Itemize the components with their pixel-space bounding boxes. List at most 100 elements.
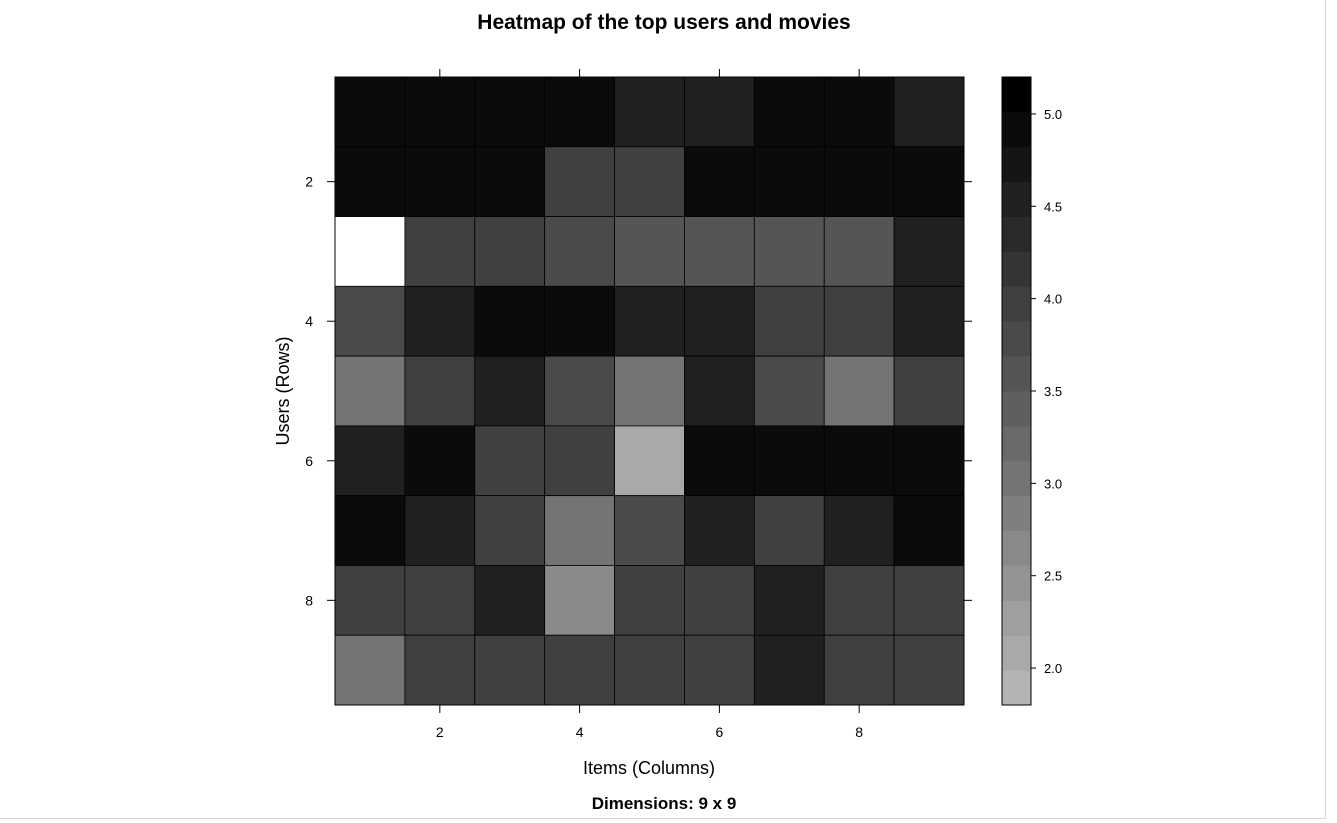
- heatmap-cell: [823, 495, 895, 566]
- heatmap-cell: [474, 285, 546, 357]
- y-tick-label: 4: [305, 313, 313, 329]
- y-tick-label: 6: [305, 453, 313, 469]
- heatmap-cell: [404, 285, 476, 357]
- heatmap-cell: [474, 565, 546, 636]
- heatmap-cell: [893, 216, 965, 287]
- heatmap-cell: [823, 216, 895, 287]
- colorbar-segment: [1002, 425, 1031, 462]
- heatmap-cell: [544, 495, 615, 566]
- x-tick-label: 4: [576, 724, 584, 740]
- heatmap-cell: [614, 565, 685, 636]
- heatmap-cell: [684, 425, 755, 497]
- chart-subtitle: Dimensions: 9 x 9: [592, 794, 737, 813]
- heatmap-cell: [474, 355, 546, 427]
- heatmap-cell: [753, 216, 825, 287]
- heatmap-cell: [334, 216, 406, 287]
- heatmap-cell: [334, 565, 406, 636]
- colorbar-segment: [1002, 181, 1031, 217]
- heatmap-cell: [893, 355, 965, 427]
- heatmap-cell: [684, 355, 755, 427]
- x-tick-label: 6: [715, 724, 723, 740]
- heatmap-cell: [404, 76, 476, 148]
- heatmap-cell: [753, 76, 825, 148]
- heatmap-cell: [334, 76, 406, 148]
- colorbar-segment: [1002, 286, 1031, 322]
- heatmap-cell: [404, 565, 476, 636]
- heatmap-cell: [404, 495, 476, 566]
- heatmap-cell: [404, 425, 476, 497]
- heatmap-cell: [474, 634, 546, 706]
- colorbar-segment: [1002, 495, 1031, 531]
- heatmap-cell: [334, 146, 406, 217]
- heatmap-cell: [544, 355, 615, 427]
- colorbar-tick-label: 3.5: [1044, 384, 1062, 399]
- heatmap-cell: [823, 425, 895, 497]
- heatmap-cell: [544, 634, 615, 706]
- colorbar-tick-label: 5.0: [1044, 107, 1062, 122]
- heatmap-cell: [893, 495, 965, 566]
- heatmap-cell: [474, 146, 546, 217]
- heatmap-cell: [684, 146, 755, 217]
- heatmap-cell: [544, 425, 615, 497]
- heatmap-cell: [614, 355, 685, 427]
- heatmap-cell: [893, 285, 965, 357]
- colorbar-segment: [1002, 460, 1031, 497]
- colorbar-segment: [1002, 635, 1031, 671]
- heatmap-cell: [753, 355, 825, 427]
- heatmap-cell: [614, 146, 685, 217]
- heatmap-cell: [404, 355, 476, 427]
- heatmap-cell: [474, 76, 546, 148]
- heatmap-cell: [753, 495, 825, 566]
- colorbar-segment: [1002, 77, 1031, 113]
- heatmap-cell: [684, 634, 755, 706]
- x-tick-label: 8: [855, 724, 863, 740]
- heatmap-cell: [684, 216, 755, 287]
- heatmap-cell: [404, 634, 476, 706]
- heatmap-cell: [474, 495, 546, 566]
- colorbar-segment: [1002, 216, 1031, 252]
- heatmap-cell: [893, 565, 965, 636]
- x-axis-label: Items (Columns): [583, 758, 715, 778]
- heatmap-cell: [893, 146, 965, 217]
- heatmap-cell: [544, 565, 615, 636]
- colorbar-segment: [1002, 321, 1031, 357]
- heatmap-cell: [753, 285, 825, 357]
- heatmap-cell: [334, 495, 406, 566]
- heatmap-cell: [684, 565, 755, 636]
- y-axis-label: Users (Rows): [273, 336, 293, 445]
- heatmap-cell: [893, 76, 965, 148]
- colorbar-segment: [1002, 565, 1031, 601]
- heatmap-cell: [823, 285, 895, 357]
- colorbar-tick-label: 4.5: [1044, 199, 1062, 214]
- colorbar-segment: [1002, 600, 1031, 636]
- heatmap-cell: [614, 634, 685, 706]
- heatmap-cell: [684, 495, 755, 566]
- heatmap-cell: [823, 565, 895, 636]
- y-axis: 2 4 6 8: [305, 174, 972, 608]
- heatmap-cell: [474, 425, 546, 497]
- heatmap-cell: [823, 76, 895, 148]
- heatmap-cell: [823, 355, 895, 427]
- heatmap-cell: [544, 216, 615, 287]
- colorbar-segment: [1002, 670, 1031, 706]
- heatmap-cell: [614, 285, 685, 357]
- y-tick-label: 2: [305, 174, 313, 190]
- heatmap-cell: [404, 216, 476, 287]
- colorbar-tick-label: 3.0: [1044, 476, 1062, 491]
- colorbar-segment: [1002, 530, 1031, 566]
- colorbar-segment: [1002, 251, 1031, 287]
- heatmap-cell: [893, 634, 965, 706]
- colorbar-tick-label: 4.0: [1044, 292, 1062, 307]
- colorbar-segment: [1002, 146, 1031, 183]
- heatmap-cell: [753, 565, 825, 636]
- x-axis: 2 4 6 8: [436, 69, 863, 740]
- colorbar-tick-label: 2.5: [1044, 569, 1062, 584]
- heatmap-cell: [753, 425, 825, 497]
- heatmap-cell: [404, 146, 476, 217]
- plot-border: [334, 76, 965, 706]
- colorbar-segment: [1002, 111, 1031, 148]
- heatmap-cell: [334, 285, 406, 357]
- heatmap-cell: [753, 634, 825, 706]
- heatmap-cell: [753, 146, 825, 217]
- heatmap-cell: [544, 285, 615, 357]
